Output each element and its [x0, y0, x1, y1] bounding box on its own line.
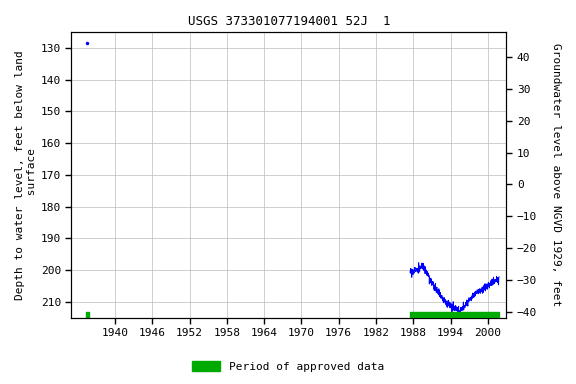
Legend: Period of approved data: Period of approved data [188, 357, 388, 377]
Y-axis label: Groundwater level above NGVD 1929, feet: Groundwater level above NGVD 1929, feet [551, 43, 561, 306]
Y-axis label: Depth to water level, feet below land
 surface: Depth to water level, feet below land su… [15, 50, 37, 300]
Title: USGS 373301077194001 52J  1: USGS 373301077194001 52J 1 [188, 15, 390, 28]
